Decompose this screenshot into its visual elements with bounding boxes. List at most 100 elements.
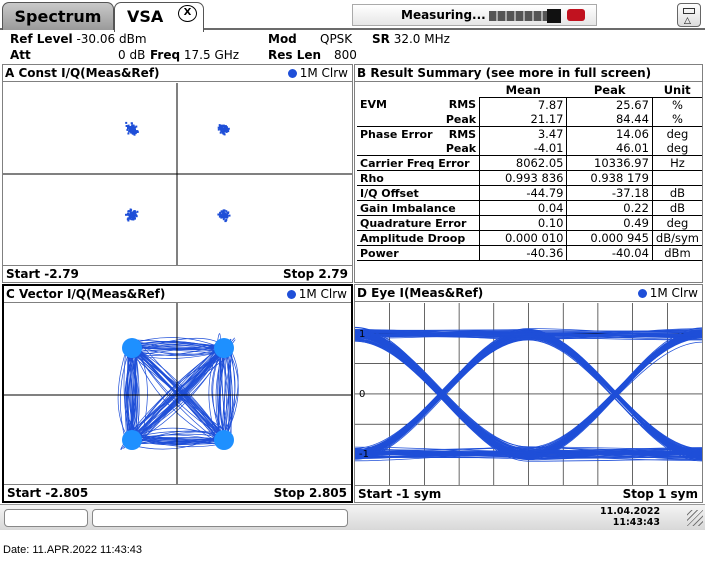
row-peak: 0.938 179 [566,170,653,186]
row-mean: -40.36 [479,245,567,261]
constellation-point [228,214,231,217]
constellation-point [135,130,138,133]
row-label: I/Q Offset [357,185,480,201]
constellation-point [128,215,131,218]
panel-c-start: Start -2.805 [7,486,89,500]
eye-trace [355,332,702,462]
constellation-point [131,132,134,135]
row-mean: 0.04 [479,200,567,216]
panel-d-stop: Stop 1 sym [622,487,698,501]
vector-trace [124,353,133,439]
constellation-point [222,212,225,215]
freq-value: 17.5 GHz [183,48,240,62]
window-icon [683,8,695,14]
panel-c-trace: 1M Clrw [286,286,347,302]
panel-const-iq[interactable]: A Const I/Q(Meas&Ref) 1M Clrw Start -2.7… [2,64,353,283]
panel-d-trace: 1M Clrw [637,285,698,301]
vector-trace [134,346,220,445]
row-mean: -44.79 [479,185,567,201]
constellation-point [222,131,225,133]
constellation-point [135,125,138,128]
trace-dot-icon [637,289,647,298]
row-peak: 25.67 [566,97,653,112]
row-label [357,141,443,156]
constellation-point [130,125,133,128]
status-bar [0,504,705,530]
constellation-point [221,214,223,217]
vector-traces [117,333,239,450]
vector-trace [211,352,225,434]
panel-c-title-text: C Vector I/Q(Meas&Ref) [6,287,166,301]
constellation-point [130,130,132,133]
constellation-point [133,128,136,131]
vector-trace [226,348,232,438]
sr-value: 32.0 MHz [393,32,450,46]
eye-trace [355,335,702,459]
constellation-point [125,125,128,127]
col-peak: Peak [566,83,653,98]
panel-d-footer: Start -1 sym Stop 1 sym [355,485,702,502]
constellation-point [218,124,221,127]
window-toggle-button[interactable]: △ [677,3,701,27]
table-row: Quadrature Error 0.10 0.49 deg [357,215,702,231]
constellation-point [221,125,224,127]
row-sub: Peak [442,112,480,127]
constellation-point [225,210,228,213]
row-label: Quadrature Error [357,215,480,231]
constellation-point [127,127,130,130]
row-sub: RMS [448,127,477,141]
vector-trace [129,347,224,441]
row-mean: 7.87 [479,97,567,112]
resize-grip-icon[interactable] [687,510,703,526]
ref-level-info: Ref Level -30.06 dBm [10,32,147,46]
row-unit: dBm [651,245,702,261]
vector-trace [129,348,222,439]
panel-result-summary[interactable]: B Result Summary (see more in full scree… [354,64,703,283]
row-label [357,112,443,127]
table-row: EVM RMS 7.87 25.67% [357,97,702,112]
y-tick-0: 0 [359,389,365,400]
row-unit: Hz [651,155,702,171]
constellation-point [222,218,225,221]
constellation-point [127,125,130,128]
constellation-point [133,131,136,134]
constellation-point [127,219,130,222]
row-label: Amplitude Droop [357,230,480,246]
constellation-point [220,216,223,219]
row-label: EVM [360,98,387,112]
panel-d-start: Start -1 sym [358,487,442,501]
row-unit: % [651,112,702,127]
tab-spectrum[interactable]: Spectrum [2,2,114,30]
panel-c-footer: Start -2.805 Stop 2.805 [4,484,351,501]
table-row: I/Q Offset -44.79 -37.18 dB [357,185,702,201]
tab-close-icon[interactable]: X [178,5,197,22]
measuring-text: Measuring... [401,8,486,22]
constellation-point [129,211,132,214]
row-mean: 3.47 [479,126,567,141]
constellation-plot [3,83,352,265]
vector-trace [131,350,229,439]
constellation-point [127,212,130,215]
table-row: Rho 0.993 836 0.938 179 [357,170,702,186]
constellation-point [125,213,127,216]
mod-label: Mod [268,32,297,46]
status-field-2[interactable] [92,509,348,527]
symbol-cluster [214,430,234,450]
row-mean: 21.17 [479,112,567,127]
eye-trace [355,331,702,457]
panel-vector-iq[interactable]: C Vector I/Q(Meas&Ref) 1M Clrw Start -2.… [2,284,353,503]
constellation-point [217,126,220,129]
eye-trace [355,331,702,459]
status-field-1[interactable] [4,509,88,527]
att-label: Att [10,48,31,62]
symbol-cluster [122,338,142,358]
constellation-point [217,128,220,131]
result-table: Mean Peak Unit EVM RMS 7.87 25.67% Peak 21… [357,83,702,261]
vector-trace [135,427,225,439]
row-unit: dB [651,185,702,201]
vector-trace [220,350,227,436]
vector-trace [132,348,220,443]
panel-eye-i[interactable]: D Eye I(Meas&Ref) 1M Clrw 1 0 -1 Start -… [354,284,703,503]
y-tick-1: 1 [359,329,365,340]
res-len-label: Res Len [268,48,322,62]
